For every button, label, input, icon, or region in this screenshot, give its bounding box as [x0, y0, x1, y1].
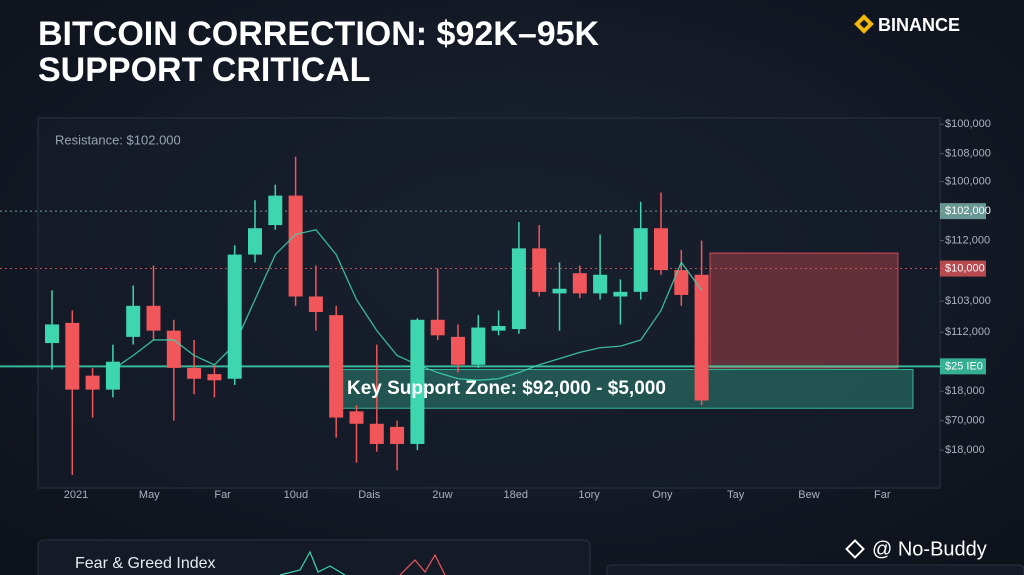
y-tick-label: $100,000	[945, 176, 991, 188]
candle-body	[146, 305, 161, 331]
support-label: Key Support Zone: $92,000 - $5,000	[347, 378, 666, 399]
candle-body	[674, 270, 689, 295]
handle-icon	[845, 539, 865, 559]
fear-greed-panel	[37, 539, 591, 575]
x-tick-label: Tay	[727, 489, 745, 501]
spark-line	[279, 550, 346, 575]
y-tick-label: $10,000	[945, 262, 985, 274]
candle-body	[633, 228, 648, 292]
candle-body	[410, 319, 425, 444]
tick-highlight	[940, 358, 986, 375]
candle-body	[105, 361, 120, 390]
candle-body	[187, 367, 202, 379]
zone	[709, 252, 899, 369]
y-tick-label: $100,000	[945, 118, 991, 130]
candle-body	[430, 319, 445, 336]
candle-body	[288, 195, 303, 297]
candle-body	[491, 325, 506, 331]
candle-body	[471, 327, 486, 365]
candle-body	[227, 254, 242, 379]
spark-line	[399, 553, 446, 575]
x-tick-label: Dais	[358, 489, 381, 501]
candle-body	[45, 324, 59, 344]
y-tick-label: $112,000	[945, 326, 990, 338]
side-panel	[606, 564, 1024, 575]
x-tick-label: 10ud	[284, 489, 308, 501]
candle-body	[532, 248, 547, 292]
y-tick-label: $70,000	[945, 415, 985, 427]
x-tick-label: Ony	[652, 489, 673, 501]
candle-body	[552, 288, 567, 294]
candle-body	[613, 291, 628, 297]
y-tick-label: $103,000	[945, 295, 991, 307]
y-tick-label: $102,000	[945, 205, 991, 217]
x-tick-label: 1ory	[578, 489, 600, 501]
x-tick-label: Bew	[798, 489, 819, 501]
y-tick-label: $18,000	[945, 444, 985, 456]
candle-body	[593, 274, 608, 294]
y-tick-label: $108,000	[945, 148, 991, 160]
candle-body	[511, 248, 526, 330]
moving-average	[112, 229, 703, 381]
candle-body	[268, 195, 283, 226]
candle-body	[654, 228, 668, 271]
y-tick-label: $112,000	[945, 235, 990, 247]
chart-panel	[37, 117, 941, 489]
y-tick-label: $18,000	[945, 385, 985, 397]
candle-body	[248, 228, 262, 255]
handle: @ No-Buddy	[872, 538, 987, 560]
candle-body	[308, 296, 323, 313]
candle-body	[65, 322, 80, 390]
y-tick-label: $25 IE0	[945, 360, 983, 372]
tick-highlight	[940, 260, 986, 277]
title-line: SUPPORT CRITICAL	[38, 51, 370, 89]
candle-body	[126, 305, 141, 337]
x-tick-label: May	[139, 489, 160, 501]
x-tick-label: Far	[874, 489, 891, 501]
x-tick-label: 18ed	[504, 489, 528, 501]
candle-body	[207, 374, 222, 381]
candle-body	[329, 315, 344, 418]
candle-body	[85, 375, 100, 390]
candle-body	[572, 273, 587, 294]
brand-name: BINANCE	[878, 15, 960, 35]
candle-body	[451, 336, 465, 365]
resistance-label: Resistance: $102.000	[55, 132, 181, 147]
x-tick-label: 2021	[64, 489, 88, 501]
title-line: BITCOIN CORRECTION: $92K–95K	[38, 15, 600, 53]
candle-body	[390, 426, 405, 444]
tick-highlight	[940, 203, 986, 220]
x-tick-label: 2uw	[432, 489, 452, 501]
zone	[329, 368, 914, 409]
candle-body	[349, 411, 364, 424]
x-tick-label: Far	[214, 489, 231, 501]
panel-title: Fear & Greed Index	[75, 555, 216, 572]
candle-body	[369, 423, 384, 444]
candle-body	[166, 330, 181, 368]
candle-body	[694, 274, 709, 401]
